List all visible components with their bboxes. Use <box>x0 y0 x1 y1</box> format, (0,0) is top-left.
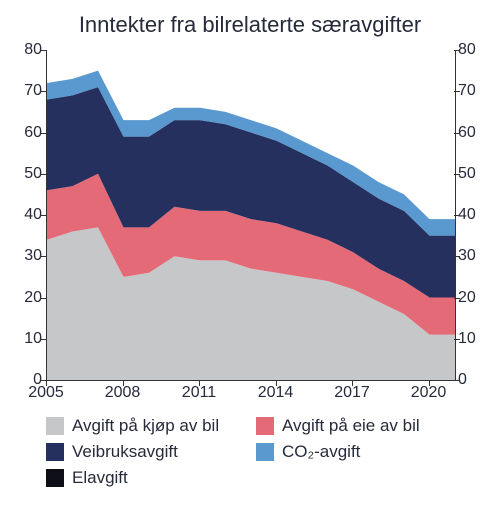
y-tick-mark <box>454 50 460 51</box>
y-tick-mark <box>454 256 460 257</box>
y-tick-label-right: 0 <box>458 371 494 389</box>
y-tick-mark <box>40 215 46 216</box>
legend-label: Avgift på kjøp av bil <box>72 416 219 436</box>
x-tick-mark <box>276 380 277 386</box>
plot-area <box>46 50 456 381</box>
y-tick-label-right: 80 <box>458 41 494 59</box>
x-tick-label: 2017 <box>334 384 370 402</box>
y-tick-label-right: 40 <box>458 206 494 224</box>
y-tick-mark <box>454 298 460 299</box>
x-tick-label: 2005 <box>28 384 64 402</box>
x-tick-label: 2014 <box>258 384 294 402</box>
x-tick-mark <box>123 380 124 386</box>
legend-label: CO₂-avgift <box>282 442 360 462</box>
legend-label: Veibruksavgift <box>72 442 178 462</box>
y-tick-mark <box>40 339 46 340</box>
x-tick-label: 2008 <box>105 384 141 402</box>
y-tick-label-right: 20 <box>458 289 494 307</box>
x-tick-label: 2020 <box>411 384 447 402</box>
y-tick-mark <box>40 298 46 299</box>
y-tick-mark <box>40 133 46 134</box>
y-tick-mark <box>454 380 460 381</box>
y-tick-mark <box>40 91 46 92</box>
legend-swatch <box>46 443 64 461</box>
chart-title: Inntekter fra bilrelaterte særavgifter <box>0 12 500 38</box>
x-tick-mark <box>352 380 353 386</box>
y-tick-label-left: 50 <box>6 165 42 183</box>
y-tick-mark <box>40 50 46 51</box>
legend-label: Elavgift <box>72 468 128 488</box>
y-tick-label-left: 20 <box>6 289 42 307</box>
legend-label: Avgift på eie av bil <box>282 416 420 436</box>
y-tick-label-right: 50 <box>458 165 494 183</box>
x-tick-mark <box>46 380 47 386</box>
y-tick-label-left: 30 <box>6 247 42 265</box>
y-tick-label-left: 80 <box>6 41 42 59</box>
legend-item-kjop: Avgift på kjøp av bil <box>46 416 256 436</box>
y-tick-mark <box>454 133 460 134</box>
x-tick-mark <box>429 380 430 386</box>
chart-container: Inntekter fra bilrelaterte særavgifter 0… <box>0 0 500 510</box>
legend-swatch <box>46 469 64 487</box>
legend-item-eie: Avgift på eie av bil <box>256 416 466 436</box>
y-tick-mark <box>454 339 460 340</box>
legend-item-elavgift: Elavgift <box>46 468 256 488</box>
y-tick-label-left: 10 <box>6 330 42 348</box>
x-tick-mark <box>199 380 200 386</box>
y-tick-label-left: 70 <box>6 82 42 100</box>
y-tick-label-right: 10 <box>458 330 494 348</box>
legend-swatch <box>256 443 274 461</box>
legend-swatch <box>46 417 64 435</box>
legend-swatch <box>256 417 274 435</box>
y-tick-label-right: 60 <box>458 124 494 142</box>
y-tick-mark <box>454 174 460 175</box>
x-tick-label: 2011 <box>182 384 216 402</box>
y-tick-mark <box>454 215 460 216</box>
y-tick-label-left: 40 <box>6 206 42 224</box>
y-tick-mark <box>40 174 46 175</box>
y-tick-mark <box>454 91 460 92</box>
legend: Avgift på kjøp av bil Avgift på eie av b… <box>46 416 466 494</box>
legend-item-co2: CO₂-avgift <box>256 442 466 462</box>
y-tick-label-right: 70 <box>458 82 494 100</box>
y-tick-label-right: 30 <box>458 247 494 265</box>
y-tick-mark <box>40 256 46 257</box>
stacked-area-svg <box>47 50 455 380</box>
legend-item-veibruk: Veibruksavgift <box>46 442 256 462</box>
y-tick-label-left: 60 <box>6 124 42 142</box>
